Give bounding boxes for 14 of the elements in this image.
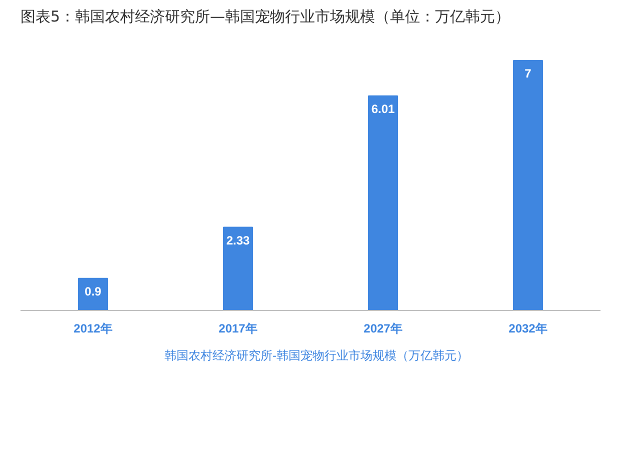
- x-tick-label: 2012年: [74, 322, 112, 336]
- x-tick-label: 2017年: [218, 322, 258, 336]
- x-tick-label: 2027年: [364, 322, 402, 336]
- x-tick-label: 2032年: [508, 322, 548, 336]
- bar: [223, 226, 253, 310]
- data-label: 7: [524, 66, 532, 80]
- text: 韩国农村经济研究所-韩国宠物行业市场规模（万亿韩元）: [164, 348, 468, 364]
- data-label: 2.33: [226, 233, 250, 248]
- chart-title: 图表5：韩国农村经济研究所—韩国宠物行业市场规模（单位：万亿韩元）: [20, 8, 510, 26]
- bar: [368, 95, 398, 310]
- data-label: 0.9: [84, 284, 102, 298]
- bar: [78, 278, 108, 310]
- bar: [513, 60, 543, 310]
- data-label: 6.01: [371, 102, 396, 116]
